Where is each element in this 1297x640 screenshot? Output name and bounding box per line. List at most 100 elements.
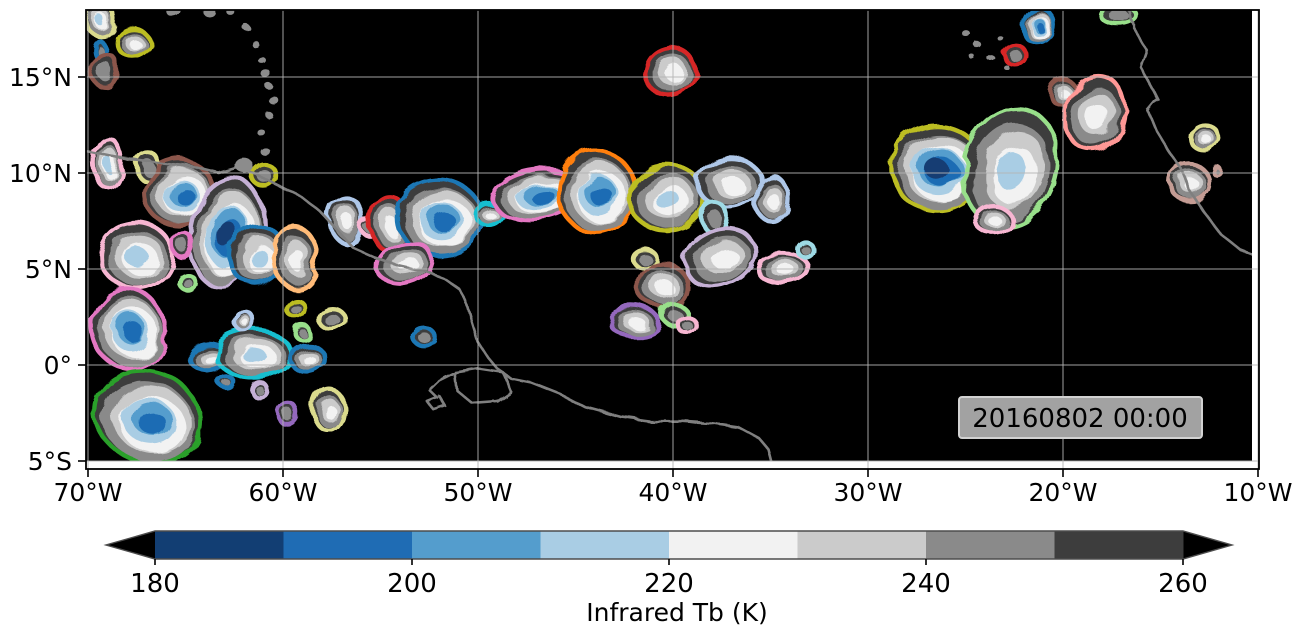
cluster-ring: [989, 216, 1003, 227]
cloud-cluster: [311, 386, 347, 434]
cluster-ring: [104, 157, 114, 174]
coastline: [425, 371, 456, 411]
colorbar-segment: [155, 531, 284, 559]
cloud-cluster: [283, 295, 306, 318]
y-tick-label: 5°S: [28, 447, 72, 476]
cluster-ring: [325, 404, 336, 420]
colorbar-tick-label: 240: [901, 569, 951, 599]
island: [986, 54, 995, 61]
cloud-cluster: [216, 373, 236, 391]
cluster-ring: [656, 279, 674, 296]
y-tick-label: 15°N: [9, 63, 72, 92]
cloud-cluster: [973, 203, 1014, 237]
cloud-cluster: [961, 105, 1060, 229]
cluster-ring: [243, 319, 250, 327]
cloud-cluster: [176, 271, 197, 292]
timestamp-text: 20160802 00:00: [972, 404, 1188, 434]
cluster-ring: [242, 348, 267, 363]
cloud-cluster: [1186, 120, 1219, 152]
cluster-ring: [290, 250, 306, 272]
island: [961, 29, 970, 36]
cluster-ring: [1108, 10, 1130, 21]
cloud-cluster: [89, 50, 121, 90]
y-tick-label: 10°N: [9, 159, 72, 188]
cloud-cluster: [276, 401, 301, 428]
cluster-ring: [1009, 50, 1023, 62]
cluster-ring: [249, 248, 268, 267]
cloud-cluster: [113, 25, 151, 58]
cloud-cluster: [1166, 161, 1211, 202]
colorbar-tick-label: 200: [387, 569, 437, 599]
timestamp-badge-box: [958, 396, 1203, 439]
cluster-ring: [289, 302, 300, 313]
x-tick-label: 50°W: [443, 478, 512, 507]
cloud-cluster: [696, 154, 763, 211]
cloud-cluster: [795, 239, 816, 260]
colorbar-segment: [797, 531, 927, 559]
island: [973, 41, 982, 48]
coastline: [1128, 10, 1252, 256]
cluster-ring: [681, 320, 692, 330]
cluster-ring: [326, 314, 341, 328]
colorbar-label: Infrared Tb (K): [586, 598, 768, 627]
island: [1003, 65, 1010, 70]
cluster-ring: [1059, 88, 1069, 98]
axis-ticks: [78, 76, 1259, 477]
cluster-ring: [655, 189, 680, 211]
cluster-ring: [122, 320, 143, 342]
y-tick-label: 0°: [44, 351, 72, 380]
cloud-cluster: [1002, 43, 1029, 68]
cluster-ring: [530, 189, 554, 203]
colorbar-segment: [1054, 531, 1184, 559]
cloud-cluster: [317, 306, 349, 334]
colorbar: 180 200 220 240 260: [103, 530, 1235, 599]
cloud-cluster: [271, 225, 320, 290]
cluster-ring: [384, 216, 399, 236]
cluster-ring: [722, 176, 745, 196]
colorbar-right-arrow: [1183, 531, 1232, 559]
cluster-ring: [485, 212, 496, 220]
island: [235, 158, 253, 173]
axis-tick-labels: 70°W 60°W 50°W 40°W 30°W 20°W 10°W 15°N 10°N 5°N 0…: [9, 63, 1293, 507]
cloud-cluster: [227, 223, 289, 288]
cloud-cluster: [395, 179, 486, 259]
cloud-cluster: [92, 136, 125, 192]
cluster-ring: [128, 38, 140, 49]
cluster-ring: [126, 247, 149, 268]
cloud-cluster: [1062, 72, 1128, 153]
cluster-ring: [1199, 132, 1210, 142]
cloud-cluster: [607, 306, 662, 338]
cloud-cluster: [628, 245, 658, 269]
colorbar-segment: [926, 531, 1055, 559]
cloud-cluster: [327, 195, 366, 245]
island: [997, 36, 1004, 41]
x-tick-label: 10°W: [1223, 478, 1292, 507]
cloud-cluster: [250, 162, 279, 190]
cloud-cluster: [409, 324, 436, 347]
cloud-cluster: [635, 259, 689, 311]
cloud-cluster: [626, 163, 707, 233]
island: [226, 10, 235, 15]
cluster-ring: [712, 248, 737, 268]
cloud-cluster: [89, 286, 167, 371]
x-tick-label: 70°W: [53, 478, 122, 507]
cluster-ring: [926, 159, 949, 181]
coastline: [453, 367, 513, 405]
cluster-ring: [708, 211, 723, 228]
colorbar-left-arrow: [106, 531, 155, 559]
x-tick-label: 40°W: [638, 478, 707, 507]
cluster-ring: [174, 186, 193, 204]
island: [257, 56, 266, 63]
island: [242, 23, 250, 31]
cluster-ring: [282, 409, 295, 422]
cloud-cluster: [171, 230, 196, 261]
cluster-ring: [636, 252, 651, 263]
cloud-cluster: [86, 10, 118, 39]
cloud-cluster: [234, 309, 257, 335]
island: [268, 96, 279, 104]
cluster-ring: [97, 61, 113, 82]
coastline-layer: [86, 10, 1252, 461]
cluster-ring: [1034, 21, 1043, 31]
